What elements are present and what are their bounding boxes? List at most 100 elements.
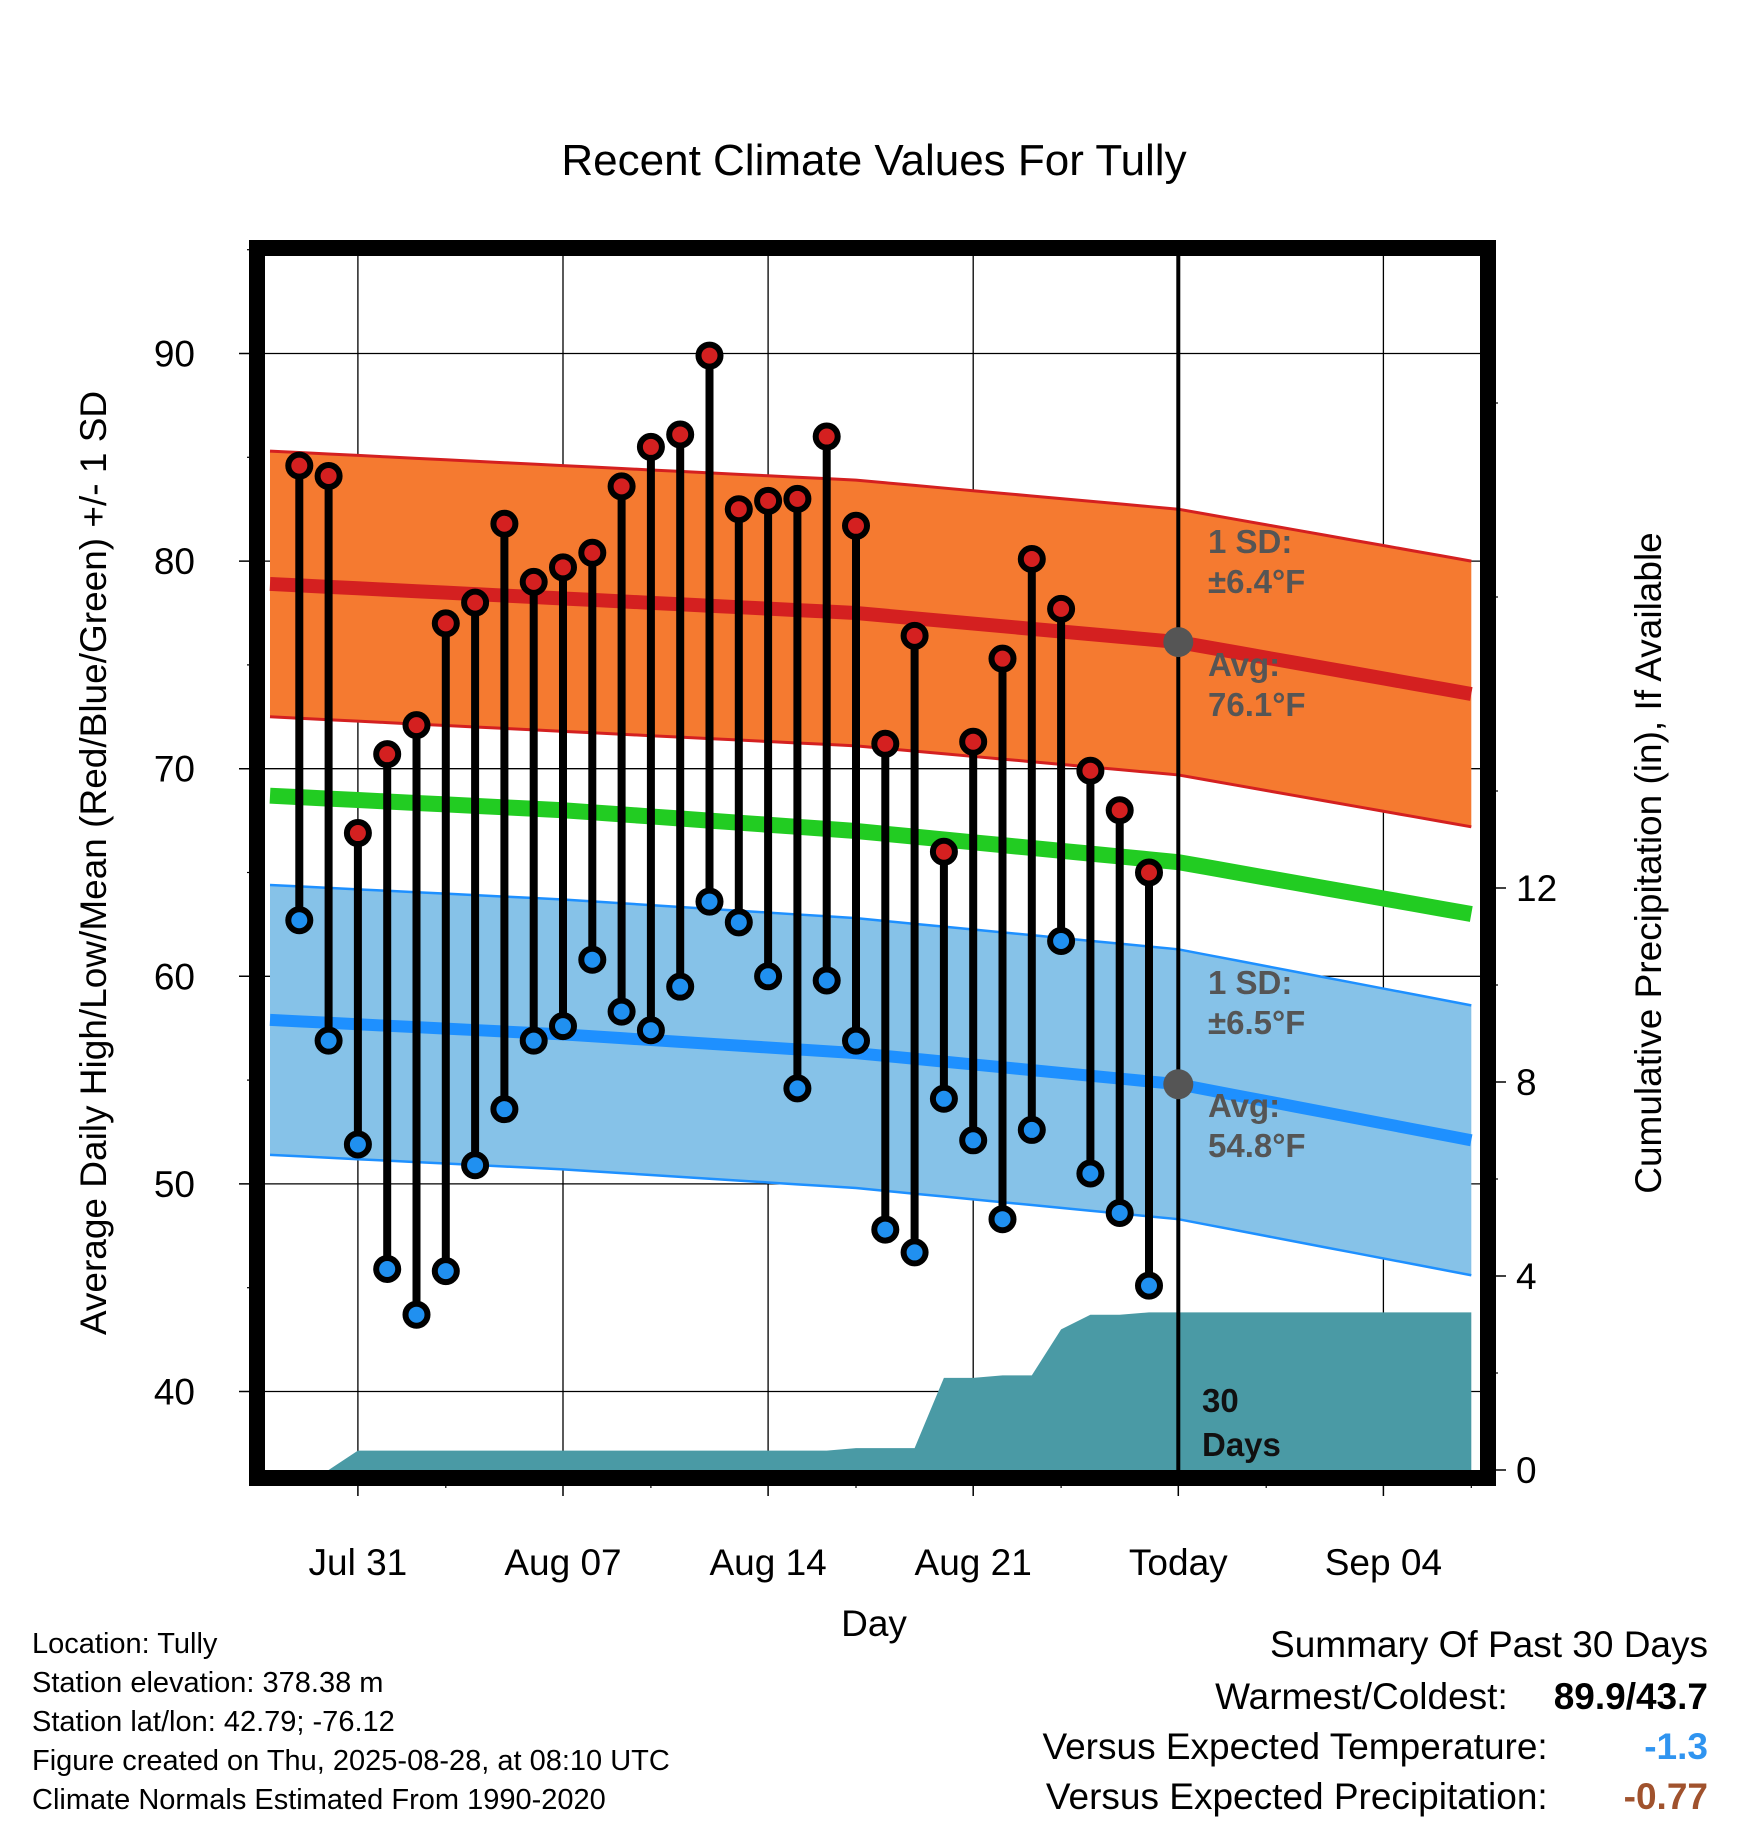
y2-tick-label: 0: [1516, 1450, 1537, 1491]
elevation-text: Station elevation: 378.38 m: [32, 1667, 384, 1699]
temp-label: Versus Expected Temperature:: [1042, 1726, 1548, 1767]
high-avg-label: Avg:: [1208, 646, 1280, 683]
daily-low-point: [1017, 1115, 1046, 1144]
daily-high-point: [812, 422, 841, 451]
today-low-avg-marker: [1163, 1069, 1194, 1100]
low-sd-upper-line: [269, 883, 1472, 1007]
daily-high-point: [1017, 545, 1046, 574]
daily-high-point: [607, 472, 636, 501]
observed-bars: [285, 341, 1163, 1329]
daily-high-point: [871, 729, 900, 758]
x-tick-label: Aug 21: [915, 1542, 1032, 1583]
summary-warm-cold: Warmest/Coldest: 89.9/43.7: [1215, 1678, 1708, 1715]
x-tick-label: Aug 14: [709, 1542, 826, 1583]
daily-high-point: [929, 837, 958, 866]
y-tick-label: 40: [154, 1372, 195, 1413]
daily-high-point: [754, 486, 783, 515]
daily-low-point: [373, 1255, 402, 1284]
x-tick-label: Sep 04: [1325, 1542, 1442, 1583]
summary-temp: Versus Expected Temperature: -1.3: [1042, 1728, 1708, 1765]
high-sd-upper-line: [269, 449, 1472, 563]
daily-low-point: [461, 1151, 490, 1180]
daily-low-point: [754, 962, 783, 991]
x-tick-label: Jul 31: [309, 1542, 408, 1583]
daily-low-point: [314, 1026, 343, 1055]
daily-low-point: [1076, 1159, 1105, 1188]
daily-high-point: [959, 727, 988, 756]
y-tick-label: 50: [154, 1164, 195, 1205]
daily-low-point: [1047, 927, 1076, 956]
low-sd-value: ±6.5°F: [1208, 1004, 1305, 1041]
daily-low-point: [490, 1095, 519, 1124]
daily-low-point: [549, 1012, 577, 1041]
daily-low-point: [959, 1126, 988, 1155]
normals-text: Climate Normals Estimated From 1990-2020: [32, 1784, 606, 1816]
x-axis-label: Day: [841, 1603, 907, 1644]
daily-low-point: [285, 906, 314, 935]
today-high-avg-marker: [1163, 627, 1194, 658]
daily-high-point: [900, 621, 929, 650]
daily-high-point: [1135, 858, 1163, 887]
y2-tick-label: 4: [1516, 1256, 1537, 1297]
x-tick-label: Aug 07: [504, 1542, 621, 1583]
daily-low-point: [402, 1300, 431, 1329]
daily-low-point: [578, 945, 607, 974]
low-sd-band: [270, 884, 1472, 1276]
daily-high-point: [578, 538, 607, 567]
daily-high-point: [461, 588, 490, 617]
daily-low-point: [929, 1084, 958, 1113]
annotations: 1 SD: ±6.4°F Avg: 76.1°F 1 SD: ±6.5°F Av…: [1202, 523, 1306, 1463]
high-avg-value: 76.1°F: [1208, 686, 1306, 723]
daily-high-point: [1047, 594, 1076, 623]
y-tick-label: 80: [154, 541, 195, 582]
daily-high-point: [842, 511, 870, 540]
normal-bands: [269, 256, 1473, 1470]
summary-precip: Versus Expected Precipitation: -0.77: [1046, 1778, 1708, 1815]
high-sd-label: 1 SD:: [1208, 523, 1292, 560]
days-label-top: 30: [1202, 1382, 1239, 1419]
daily-low-point: [607, 997, 636, 1026]
days-label-bottom: Days: [1202, 1426, 1281, 1463]
y2-axis-label: Cumulative Precipitation (in), If Availa…: [1628, 532, 1669, 1194]
daily-high-point: [1105, 796, 1134, 825]
daily-low-point: [431, 1257, 460, 1286]
plot-frame: [249, 240, 1496, 1486]
location-text: Location: Tully: [32, 1628, 218, 1660]
warm-cold-value: 89.9/43.7: [1553, 1676, 1708, 1717]
y-tick-label: 90: [154, 334, 195, 375]
daily-low-point: [988, 1205, 1017, 1234]
daily-high-point: [549, 553, 577, 582]
warm-cold-label: Warmest/Coldest:: [1215, 1676, 1508, 1717]
mean-avg-line: [269, 787, 1473, 922]
low-avg-label: Avg:: [1208, 1087, 1280, 1124]
precip-value: -0.77: [1623, 1776, 1708, 1817]
daily-high-point: [695, 341, 724, 370]
daily-low-point: [1105, 1198, 1134, 1227]
daily-low-point: [343, 1130, 372, 1159]
axes: 40 50 60 70 80 90 0 4 8 12 Jul 31 Aug 07 Aug 14 Aug 2…: [154, 240, 1557, 1583]
high-sd-band: [270, 451, 1472, 827]
y2-tick-label: 8: [1516, 1062, 1537, 1103]
daily-high-point: [636, 432, 665, 461]
daily-high-point: [343, 819, 372, 848]
high-sd-value: ±6.4°F: [1208, 563, 1305, 600]
y2-tick-label: 12: [1516, 868, 1557, 909]
daily-low-point: [1135, 1271, 1163, 1300]
daily-high-point: [402, 711, 431, 740]
y-tick-label: 70: [154, 749, 195, 790]
daily-low-point: [666, 972, 695, 1001]
daily-high-point: [519, 567, 548, 596]
low-avg-line: [269, 1013, 1473, 1147]
daily-high-point: [285, 451, 314, 480]
daily-high-point: [373, 740, 402, 769]
daily-low-point: [783, 1074, 812, 1103]
daily-high-point: [988, 644, 1017, 673]
latlon-text: Station lat/lon: 42.79; -76.12: [32, 1706, 395, 1738]
daily-low-point: [519, 1026, 548, 1055]
x-tick-label: Today: [1129, 1542, 1228, 1583]
daily-low-point: [812, 966, 841, 995]
daily-high-point: [314, 461, 343, 490]
daily-high-point: [724, 495, 753, 524]
daily-high-point: [666, 420, 695, 449]
